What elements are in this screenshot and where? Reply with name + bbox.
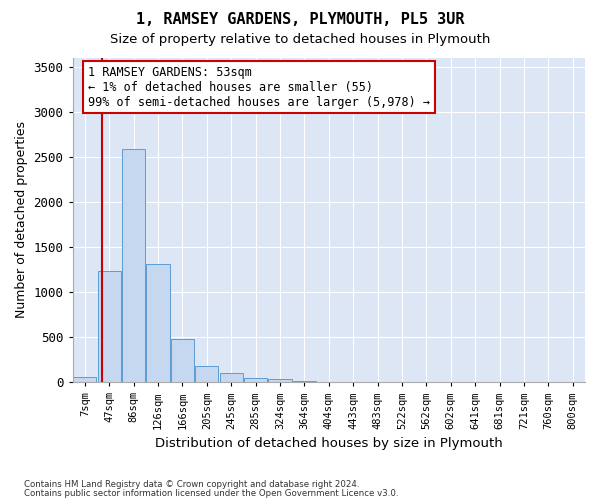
Bar [171, 339, 194, 382]
X-axis label: Distribution of detached houses by size in Plymouth: Distribution of detached houses by size … [155, 437, 503, 450]
Bar [98, 271, 121, 382]
Bar [268, 380, 292, 382]
Bar [146, 264, 170, 382]
Text: Contains public sector information licensed under the Open Government Licence v3: Contains public sector information licen… [24, 488, 398, 498]
Text: 1 RAMSEY GARDENS: 53sqm
← 1% of detached houses are smaller (55)
99% of semi-det: 1 RAMSEY GARDENS: 53sqm ← 1% of detached… [88, 66, 430, 108]
Text: 1, RAMSEY GARDENS, PLYMOUTH, PL5 3UR: 1, RAMSEY GARDENS, PLYMOUTH, PL5 3UR [136, 12, 464, 28]
Y-axis label: Number of detached properties: Number of detached properties [15, 122, 28, 318]
Bar [195, 366, 218, 382]
Bar [122, 150, 145, 382]
Bar [244, 378, 267, 382]
Bar [73, 377, 97, 382]
Bar [293, 381, 316, 382]
Text: Contains HM Land Registry data © Crown copyright and database right 2024.: Contains HM Land Registry data © Crown c… [24, 480, 359, 489]
Text: Size of property relative to detached houses in Plymouth: Size of property relative to detached ho… [110, 32, 490, 46]
Bar [220, 373, 243, 382]
